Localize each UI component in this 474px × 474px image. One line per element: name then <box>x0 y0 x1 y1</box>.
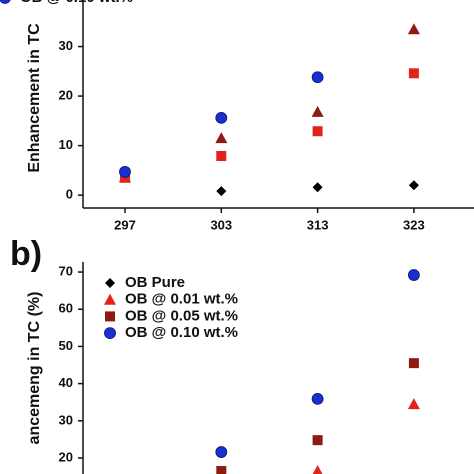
marker-square <box>408 68 419 79</box>
x-tick-label: 297 <box>114 217 136 232</box>
marker-circle <box>119 165 131 178</box>
y-tick-label: 40 <box>59 375 73 390</box>
legend-label: OB @ 0.10 wt.% <box>125 324 238 341</box>
y-tick-label: 70 <box>59 263 73 278</box>
x-tick-label: 323 <box>403 217 425 232</box>
legend-label: OB @ 0.10 wt.% <box>20 0 133 6</box>
y-tick-label: 0 <box>66 187 73 202</box>
marker-circle <box>215 446 228 458</box>
marker-square <box>216 466 227 474</box>
legend-label: OB Pure <box>125 274 185 291</box>
legend-label: OB @ 0.05 wt.% <box>125 307 238 324</box>
marker-square <box>312 435 323 446</box>
marker-triangle <box>312 465 323 474</box>
marker-square <box>312 126 323 137</box>
marker-diamond <box>105 278 115 288</box>
legend-label: OB @ 0.01 wt.% <box>125 291 238 308</box>
marker-triangle <box>104 293 116 305</box>
marker-circle <box>407 269 420 281</box>
marker-triangle <box>407 23 420 35</box>
marker-circle <box>311 392 324 405</box>
marker-triangle <box>407 398 420 410</box>
marker-circle <box>0 0 11 4</box>
marker-square <box>216 151 227 161</box>
x-tick-label: 303 <box>210 217 232 232</box>
marker-diamond <box>216 186 227 197</box>
marker-square <box>408 358 419 369</box>
y-tick-label: 30 <box>59 412 73 427</box>
y-tick-label: 20 <box>59 88 73 103</box>
y-tick-label: 50 <box>59 338 73 353</box>
marker-circle <box>215 111 228 124</box>
marker-square <box>105 311 115 322</box>
x-tick-label: 313 <box>307 217 329 232</box>
y-tick-label: 60 <box>59 301 73 316</box>
marker-circle <box>104 327 116 340</box>
y-axis-title: ancemeng in TC (%) <box>26 292 43 445</box>
panel-label: b) <box>10 235 42 273</box>
y-tick-label: 20 <box>59 449 73 464</box>
marker-circle <box>311 71 324 84</box>
y-axis-title: Enhancement in TC <box>26 23 43 173</box>
marker-square <box>120 172 130 183</box>
marker-triangle <box>215 132 228 144</box>
marker-diamond <box>312 182 323 193</box>
y-tick-label: 10 <box>59 137 73 152</box>
y-tick-label: 30 <box>59 38 73 53</box>
marker-triangle <box>311 105 324 117</box>
marker-diamond <box>408 180 419 191</box>
